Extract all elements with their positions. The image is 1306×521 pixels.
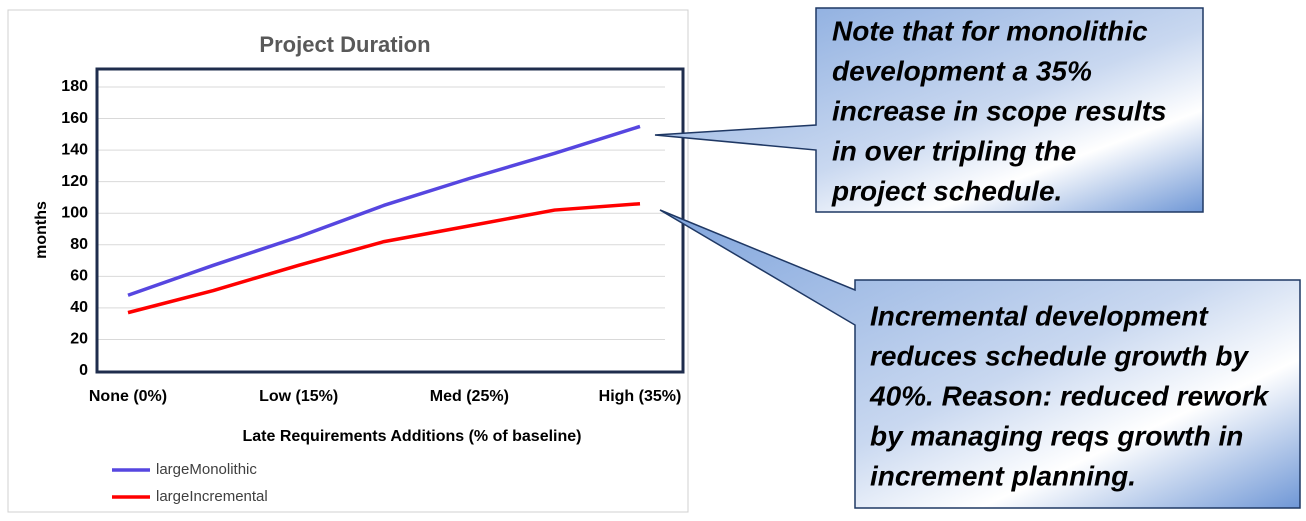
x-axis-title: Late Requirements Additions (% of baseli… — [242, 428, 581, 445]
callout-text: increase in scope results — [832, 95, 1167, 126]
series-line — [127, 202, 641, 315]
callout-text: Incremental development — [870, 300, 1209, 331]
chart-title: Project Duration — [259, 32, 430, 57]
callout-text: in over tripling the — [832, 135, 1076, 166]
y-tick-label: 100 — [61, 204, 88, 221]
y-tick-label: 180 — [61, 78, 88, 95]
y-tick-label: 120 — [61, 173, 88, 190]
y-tick-label: 140 — [61, 141, 88, 158]
x-tick-label: Low (15%) — [259, 388, 338, 405]
callout-box — [654, 7, 1204, 213]
chart-frame — [7, 9, 689, 513]
callout-text: Note that for monolithic — [832, 15, 1148, 46]
callout-text: by managing reqs growth in — [870, 420, 1243, 451]
y-axis-title: months — [33, 201, 50, 259]
y-tick-label: 0 — [79, 362, 88, 379]
x-tick-label: None (0%) — [89, 388, 167, 405]
y-tick-label: 60 — [70, 268, 88, 285]
x-tick-label: Med (25%) — [430, 388, 509, 405]
legend-label: largeIncremental — [156, 488, 268, 505]
y-tick-label: 40 — [70, 299, 88, 316]
callout-text: reduces schedule growth by — [870, 340, 1250, 371]
callout-text: 40%. Reason: reduced rework — [869, 380, 1270, 411]
y-tick-label: 80 — [70, 236, 88, 253]
callout-text: project schedule. — [831, 175, 1062, 206]
callout-box — [659, 209, 1301, 509]
legend-label: largeMonolithic — [156, 461, 257, 478]
callout-text: development a 35% — [832, 55, 1092, 86]
y-tick-label: 160 — [61, 110, 88, 127]
x-tick-label: High (35%) — [599, 388, 682, 405]
series-line — [127, 124, 641, 297]
callout-text: increment planning. — [870, 460, 1136, 491]
y-tick-label: 20 — [70, 331, 88, 348]
